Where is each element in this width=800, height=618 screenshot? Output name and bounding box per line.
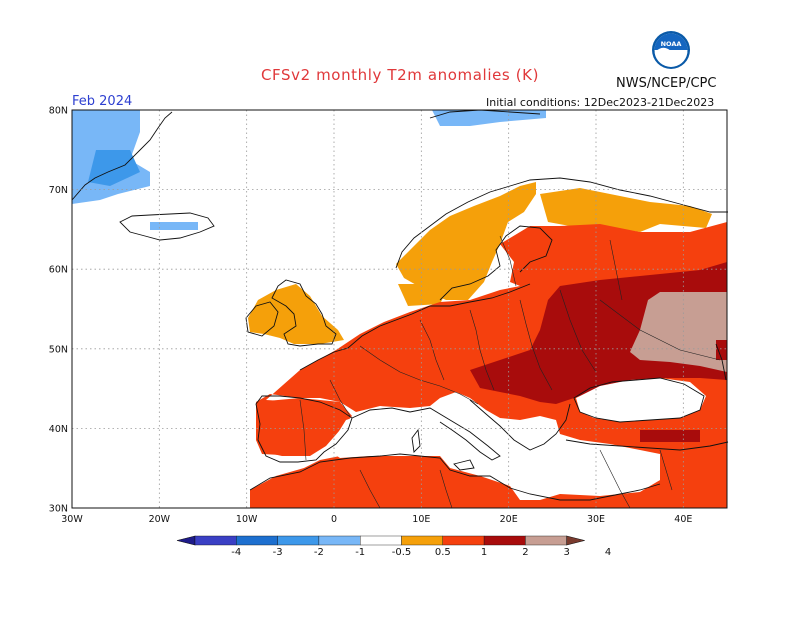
latitude-tick-label: 70N — [49, 185, 68, 196]
country-borders — [299, 235, 721, 509]
colorbar-label: 3 — [564, 547, 570, 558]
anomaly-region — [432, 110, 546, 126]
anomaly-cells — [72, 110, 727, 508]
anomaly-region — [630, 292, 727, 372]
latitude-tick-label: 40N — [49, 424, 68, 435]
latitude-tick-label: 80N — [49, 106, 68, 117]
colorbar-label: -2 — [314, 547, 324, 558]
colorbar-label: 0.5 — [435, 547, 451, 558]
colorbar-swatch — [318, 535, 361, 546]
issuer-label: NWS/NCEP/CPC — [616, 76, 717, 91]
colorbar-swatch — [483, 535, 526, 546]
colorbar-label: 2 — [522, 547, 528, 558]
colorbar-label: 1 — [481, 547, 487, 558]
longitude-tick-label: 40E — [674, 514, 692, 525]
initial-conditions: Initial conditions: 12Dec2023-21Dec2023 — [486, 96, 715, 109]
sea-area — [576, 378, 706, 422]
forecast-period: Feb 2024 — [72, 94, 133, 109]
colorbar-swatch — [360, 535, 402, 546]
latitude-labels: 80N 70N 60N 50N 40N 30N — [49, 106, 68, 515]
anomaly-region — [88, 150, 140, 186]
anomaly-region — [256, 398, 352, 456]
chart-title: CFSv2 monthly T2m anomalies (K) — [260, 66, 540, 84]
map-frame — [71, 109, 728, 509]
colorbar-label: -3 — [273, 547, 283, 558]
colorbar-swatch — [401, 535, 443, 546]
colorbar-swatch — [236, 535, 278, 546]
anomaly-region — [640, 430, 700, 442]
colorbar-min-arrow — [176, 535, 196, 546]
longitude-tick-label: 20E — [500, 514, 518, 525]
colorbar-swatch — [277, 535, 320, 546]
sea-area — [470, 440, 660, 494]
colorbar-swatch — [442, 535, 485, 546]
longitude-labels: 30W 20W 10W 0 10E 20E 30E 40E — [61, 514, 692, 525]
colorbar-swatch — [194, 535, 237, 546]
anomaly-region — [398, 284, 446, 306]
colorbar-label: -4 — [231, 547, 241, 558]
longitude-tick-label: 30W — [61, 514, 83, 525]
colorbar-max-arrow — [566, 535, 585, 546]
latitude-tick-label: 30N — [49, 504, 68, 515]
anomaly-region — [716, 340, 727, 360]
colorbar-label: -1 — [355, 547, 365, 558]
anomaly-region — [150, 222, 198, 230]
longitude-tick-label: 30E — [587, 514, 605, 525]
coastlines — [71, 109, 729, 501]
anomaly-region — [540, 188, 712, 232]
colorbar-label: -0.5 — [392, 547, 412, 558]
sea-area — [328, 410, 488, 458]
longitude-tick-label: 10W — [236, 514, 258, 525]
colorbar-swatch — [525, 535, 567, 546]
colorbar-label: 4 — [605, 547, 611, 558]
latitude-tick-label: 50N — [49, 344, 68, 355]
noaa-logo: NOAA — [652, 31, 690, 69]
anomaly-region — [248, 284, 344, 344]
gridlines — [72, 110, 727, 508]
noaa-logo-text: NOAA — [661, 40, 682, 48]
latitude-tick-label: 60N — [49, 265, 68, 276]
longitude-tick-label: 0 — [331, 514, 337, 525]
longitude-tick-label: 10E — [412, 514, 430, 525]
anomaly-region — [396, 182, 536, 300]
colorbar: -4 -3 -2 -1 -0.5 0.5 1 2 3 4 — [176, 535, 611, 558]
longitude-tick-label: 20W — [149, 514, 171, 525]
